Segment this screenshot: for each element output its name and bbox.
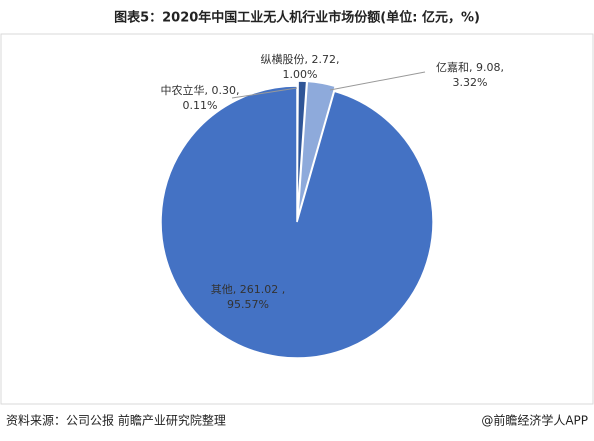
- data-label: 纵横股份, 2.72,: [261, 52, 340, 66]
- percent-label: 1.00%: [283, 68, 318, 81]
- data-label: 中农立华, 0.30,: [161, 83, 240, 97]
- data-label: 亿嘉和, 9.08,: [436, 60, 504, 74]
- category-name: 亿嘉和: [436, 60, 469, 74]
- category-name: 纵横股份: [261, 52, 305, 66]
- category-name: 其他: [211, 283, 233, 296]
- chart-frame: [0, 33, 594, 405]
- pie-slice: [160, 85, 434, 359]
- value-label: , 0.30,: [205, 84, 240, 97]
- leader-line: [329, 71, 426, 91]
- value-label: , 9.08,: [469, 61, 504, 74]
- data-label: 其他, 261.02 ,: [211, 283, 285, 296]
- brand-note: @前瞻经济学人APP: [481, 413, 588, 428]
- percent-label: 3.32%: [453, 76, 488, 89]
- chart-title: 图表5：2020年中国工业无人机行业市场份额(单位: 亿元，%): [114, 10, 480, 26]
- category-name: 中农立华: [161, 83, 205, 97]
- percent-label: 95.57%: [227, 298, 269, 311]
- leader-line: [231, 87, 298, 99]
- value-label: , 261.02 ,: [233, 283, 285, 296]
- pie-slice: [297, 80, 337, 218]
- value-label: , 2.72,: [305, 53, 340, 66]
- source-note: 资料来源：公司公报 前瞻产业研究院整理: [6, 413, 226, 428]
- percent-label: 0.11%: [183, 99, 218, 112]
